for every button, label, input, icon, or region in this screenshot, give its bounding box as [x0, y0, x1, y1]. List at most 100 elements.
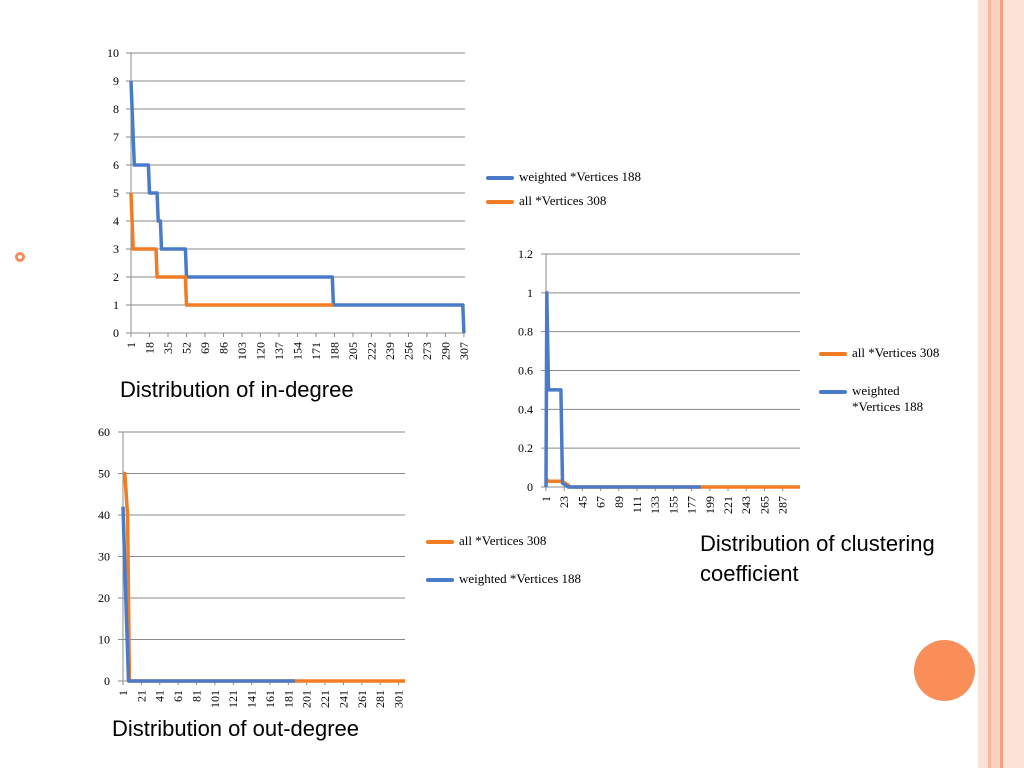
- series-line: [129, 80, 466, 334]
- y-tick-label: 10: [107, 46, 119, 60]
- legend-swatch: [486, 176, 514, 180]
- y-tick-label: 3: [113, 242, 119, 256]
- x-tick-label: 89: [612, 496, 626, 508]
- x-tick-label: 290: [438, 342, 452, 360]
- legend-swatch: [819, 352, 847, 356]
- x-tick-label: 256: [401, 342, 415, 360]
- y-tick-label: 0.6: [518, 364, 533, 378]
- y-tick-label: 7: [113, 130, 119, 144]
- x-tick-label: 1: [124, 342, 138, 348]
- y-tick-label: 30: [98, 550, 110, 564]
- legend-in-degree: weighted *Vertices 188 all *Vertices 308: [486, 169, 651, 217]
- y-tick-label: 50: [98, 467, 110, 481]
- x-tick-label: 261: [355, 690, 369, 708]
- series-line: [121, 506, 295, 683]
- x-tick-label: 1: [116, 690, 130, 696]
- x-tick-label: 45: [575, 496, 589, 508]
- y-tick-label: 0: [104, 674, 110, 688]
- y-tick-label: 1.2: [518, 247, 533, 261]
- legend-clustering: all *Vertices 308 weighted *Vertices 188: [819, 345, 979, 423]
- x-tick-label: 265: [757, 496, 771, 514]
- x-tick-label: 161: [263, 690, 277, 708]
- x-tick-label: 21: [134, 690, 148, 702]
- series-line: [123, 471, 405, 683]
- legend-item: all *Vertices 308: [426, 533, 591, 549]
- y-tick-label: 8: [113, 102, 119, 116]
- chart-title-clustering: Distribution of clustering coefficient: [700, 531, 935, 586]
- x-tick-label: 121: [226, 690, 240, 708]
- orange-circle-decoration: [914, 640, 975, 701]
- legend-swatch: [486, 200, 514, 204]
- x-tick-label: 18: [142, 342, 156, 354]
- y-tick-label: 10: [98, 633, 110, 647]
- x-tick-label: 177: [685, 496, 699, 514]
- legend-swatch: [426, 578, 454, 582]
- x-tick-label: 241: [336, 690, 350, 708]
- chart-title-out-degree: Distribution of out-degree: [112, 716, 360, 741]
- decorative-stripe: [1003, 0, 1024, 768]
- decorative-stripe: [978, 0, 988, 768]
- x-tick-label: 133: [648, 496, 662, 514]
- x-tick-label: 205: [346, 342, 360, 360]
- legend-item: weighted *Vertices 188: [819, 383, 947, 415]
- x-tick-label: 154: [290, 342, 304, 360]
- chart-title-in-degree: Distribution of in-degree: [120, 377, 354, 402]
- legend-label: all *Vertices 308: [852, 345, 940, 360]
- legend-label: all *Vertices 308: [519, 193, 607, 208]
- y-tick-label: 1: [527, 286, 533, 300]
- y-tick-label: 5: [113, 186, 119, 200]
- x-tick-label: 1: [539, 496, 553, 502]
- x-tick-label: 69: [198, 342, 212, 354]
- x-tick-label: 181: [281, 690, 295, 708]
- y-tick-label: 0: [113, 326, 119, 340]
- x-tick-label: 243: [739, 496, 753, 514]
- legend-label: weighted *Vertices 188: [852, 383, 924, 414]
- y-tick-label: 0.2: [518, 441, 533, 455]
- y-tick-label: 40: [98, 508, 110, 522]
- decorative-stripe: [988, 0, 991, 768]
- bullet-ring-icon: [15, 252, 25, 262]
- chart-clustering-coefficient: 0 0.2 0.4 0.6 0.8 1 1.2 1 23 45 67 89 111 133 155 177 19…: [518, 247, 800, 514]
- x-tick-label: 101: [208, 690, 222, 708]
- legend-item: all *Vertices 308: [486, 193, 651, 209]
- legend-label: weighted *Vertices 188: [519, 169, 642, 184]
- x-tick-label: 307: [457, 342, 471, 360]
- decorative-stripe: [991, 0, 1000, 768]
- y-tick-label: 2: [113, 270, 119, 284]
- x-tick-label: 221: [318, 690, 332, 708]
- legend-item: weighted *Vertices 188: [486, 169, 651, 185]
- legend-item: all *Vertices 308: [819, 345, 979, 361]
- x-tick-label: 301: [392, 690, 406, 708]
- x-tick-label: 171: [309, 342, 323, 360]
- x-tick-label: 201: [300, 690, 314, 708]
- x-tick-label: 273: [420, 342, 434, 360]
- decorative-stripe: [1000, 0, 1003, 768]
- x-tick-label: 141: [245, 690, 259, 708]
- x-tick-label: 137: [272, 342, 286, 360]
- y-tick-label: 4: [113, 214, 119, 228]
- x-tick-label: 188: [327, 342, 341, 360]
- x-tick-label: 199: [703, 496, 717, 514]
- x-tick-label: 239: [383, 342, 397, 360]
- legend-item: weighted *Vertices 188: [426, 571, 591, 587]
- x-tick-label: 86: [216, 342, 230, 354]
- legend-label: weighted *Vertices 188: [459, 571, 582, 586]
- y-tick-label: 6: [113, 158, 119, 172]
- x-tick-label: 35: [161, 342, 175, 354]
- x-tick-label: 61: [171, 690, 185, 702]
- y-tick-label: 0: [527, 480, 533, 494]
- x-tick-label: 287: [776, 496, 790, 514]
- x-tick-label: 67: [594, 496, 608, 508]
- x-tick-label: 155: [666, 496, 680, 514]
- legend-swatch: [819, 390, 847, 394]
- x-tick-label: 221: [721, 496, 735, 514]
- y-tick-label: 0.4: [518, 402, 533, 416]
- x-tick-label: 222: [364, 342, 378, 360]
- x-tick-label: 41: [153, 690, 167, 702]
- legend-swatch: [426, 540, 454, 544]
- series-line: [129, 192, 334, 307]
- y-tick-label: 9: [113, 74, 119, 88]
